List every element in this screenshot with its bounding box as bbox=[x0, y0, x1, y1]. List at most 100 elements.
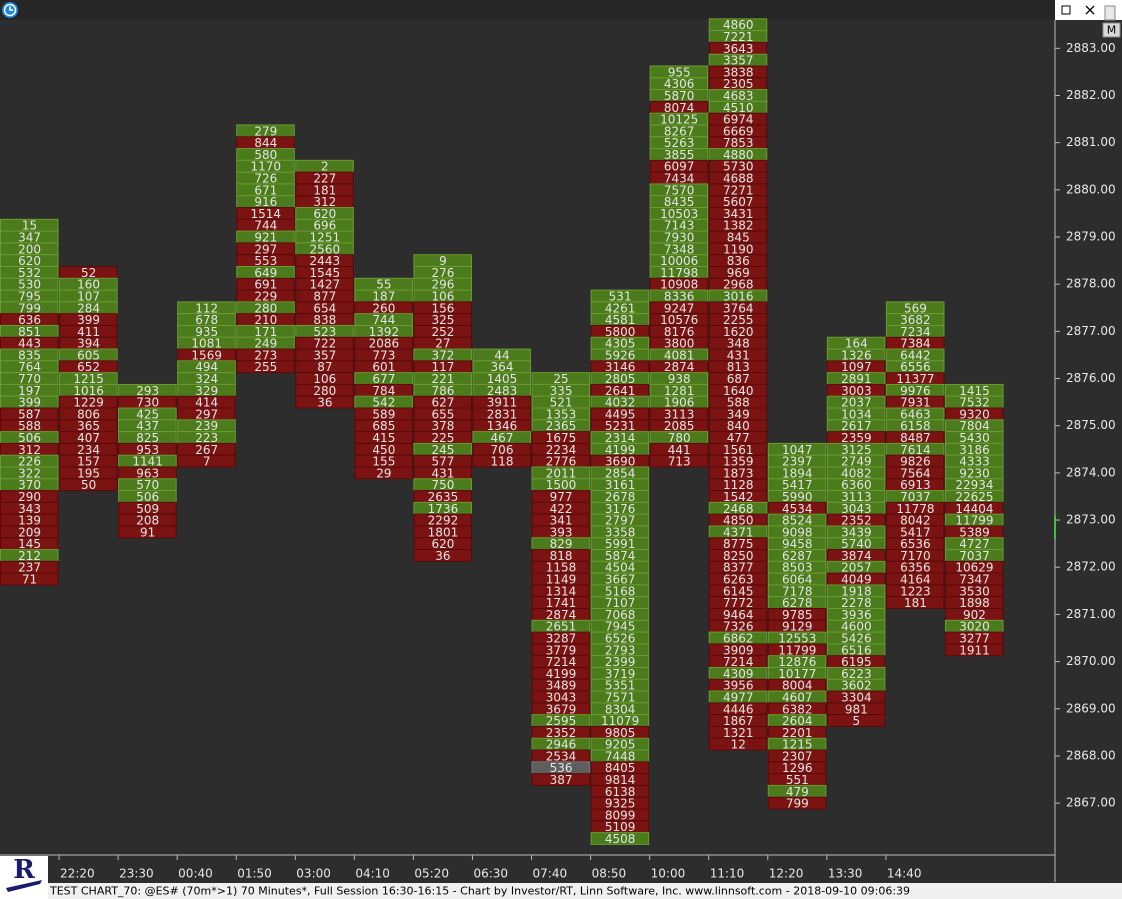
cell-value: 8435 bbox=[664, 195, 695, 209]
footprint-cell bbox=[0, 572, 59, 586]
cell-value: 3016 bbox=[723, 289, 754, 303]
cell-value: 450 bbox=[372, 443, 395, 457]
cell-value: 322 bbox=[18, 466, 41, 480]
footprint-cell bbox=[826, 714, 886, 727]
cell-value: 279 bbox=[254, 124, 277, 138]
x-tick-label: 13:30 bbox=[828, 867, 863, 881]
cell-value: 2086 bbox=[369, 337, 400, 351]
cell-value: 2352 bbox=[546, 726, 577, 740]
cell-value: 27 bbox=[435, 337, 450, 351]
cell-value: 4581 bbox=[605, 313, 636, 327]
cell-value: 509 bbox=[136, 502, 159, 516]
cell-value: 4688 bbox=[723, 172, 754, 186]
cell-value: 7 bbox=[203, 455, 211, 469]
cell-value: 8176 bbox=[664, 325, 695, 339]
cell-value: 1149 bbox=[546, 573, 577, 587]
cell-value: 977 bbox=[550, 490, 573, 504]
cell-value: 7326 bbox=[723, 620, 754, 634]
cell-value: 223 bbox=[195, 431, 218, 445]
y-tick-label: 2882.00 bbox=[1066, 88, 1116, 102]
x-tick-label: 03:00 bbox=[296, 867, 331, 881]
cell-value: 87 bbox=[317, 360, 332, 374]
y-tick-label: 2868.00 bbox=[1066, 748, 1116, 762]
cell-value: 8267 bbox=[664, 124, 695, 138]
y-tick-label: 2869.00 bbox=[1066, 701, 1116, 715]
cell-value: 2278 bbox=[841, 596, 872, 610]
cell-value: 7143 bbox=[664, 219, 695, 233]
cell-value: 8503 bbox=[782, 561, 813, 575]
cell-value: 835 bbox=[18, 348, 41, 362]
cell-value: 3358 bbox=[605, 525, 636, 539]
cell-value: 225 bbox=[431, 431, 454, 445]
cell-value: 370 bbox=[18, 478, 41, 492]
cell-value: 636 bbox=[18, 313, 41, 327]
cell-value: 577 bbox=[431, 455, 454, 469]
cell-value: 8487 bbox=[900, 431, 931, 445]
cell-value: 2314 bbox=[605, 431, 636, 445]
cell-value: 3800 bbox=[664, 337, 695, 351]
cell-value: 112 bbox=[195, 301, 218, 315]
cell-value: 1321 bbox=[723, 726, 754, 740]
cell-value: 107 bbox=[77, 289, 100, 303]
cell-value: 677 bbox=[372, 372, 395, 386]
cell-value: 6516 bbox=[841, 643, 872, 657]
cell-value: 6287 bbox=[782, 549, 813, 563]
cell-value: 7037 bbox=[959, 549, 990, 563]
restore-icon bbox=[1104, 5, 1116, 21]
cell-value: 7068 bbox=[605, 608, 636, 622]
cell-value: 1326 bbox=[841, 348, 872, 362]
cell-value: 195 bbox=[77, 466, 100, 480]
top-bar bbox=[0, 0, 1122, 20]
cell-value: 551 bbox=[786, 773, 809, 787]
cell-value: 9325 bbox=[605, 797, 636, 811]
cell-value: 164 bbox=[845, 337, 868, 351]
close-button[interactable] bbox=[1085, 5, 1095, 15]
cell-value: 825 bbox=[136, 431, 159, 445]
cell-value: 5800 bbox=[605, 325, 636, 339]
cell-value: 3682 bbox=[900, 313, 931, 327]
cell-value: 12 bbox=[731, 738, 746, 752]
cell-value: 3113 bbox=[841, 490, 872, 504]
cell-value: 8336 bbox=[664, 289, 695, 303]
cell-value: 4081 bbox=[664, 348, 695, 362]
cell-value: 1561 bbox=[723, 443, 754, 457]
cell-value: 106 bbox=[313, 372, 336, 386]
cell-value: 7532 bbox=[959, 396, 990, 410]
cell-value: 1314 bbox=[546, 584, 577, 598]
cell-value: 4032 bbox=[605, 396, 636, 410]
m-button-box[interactable] bbox=[1102, 22, 1121, 38]
cell-value: 3161 bbox=[605, 478, 636, 492]
cell-value: 3838 bbox=[723, 65, 754, 79]
cell-value: 280 bbox=[254, 301, 277, 315]
cell-value: 696 bbox=[313, 219, 336, 233]
restore-button[interactable] bbox=[1061, 5, 1071, 15]
cell-value: 197 bbox=[18, 384, 41, 398]
cell-value: 4305 bbox=[605, 337, 636, 351]
cell-value: 750 bbox=[431, 478, 454, 492]
cell-value: 267 bbox=[195, 443, 218, 457]
cell-value: 2307 bbox=[782, 749, 813, 763]
cell-value: 620 bbox=[313, 207, 336, 221]
cell-value: 245 bbox=[431, 443, 454, 457]
y-tick-label: 2881.00 bbox=[1066, 135, 1116, 149]
cell-value: 387 bbox=[550, 773, 573, 787]
x-tick-label: 22:20 bbox=[60, 867, 95, 881]
cell-value: 1867 bbox=[723, 714, 754, 728]
cell-value: 5231 bbox=[605, 419, 636, 433]
cell-value: 3357 bbox=[723, 54, 754, 68]
m-button[interactable]: M bbox=[1107, 24, 1117, 37]
cell-value: 22934 bbox=[955, 478, 993, 492]
cell-value: 1281 bbox=[664, 384, 695, 398]
cell-value: 3304 bbox=[841, 690, 872, 704]
cell-value: 50 bbox=[81, 478, 96, 492]
cell-value: 431 bbox=[727, 348, 750, 362]
cell-value: 2678 bbox=[605, 490, 636, 504]
cell-value: 3909 bbox=[723, 643, 754, 657]
y-tick-label: 2872.00 bbox=[1066, 560, 1116, 574]
cell-value: 4082 bbox=[841, 466, 872, 480]
cell-value: 4683 bbox=[723, 89, 754, 103]
cell-value: 5990 bbox=[782, 490, 813, 504]
cell-value: 2635 bbox=[428, 490, 459, 504]
cell-value: 1359 bbox=[723, 455, 754, 469]
cell-value: 921 bbox=[254, 231, 277, 245]
